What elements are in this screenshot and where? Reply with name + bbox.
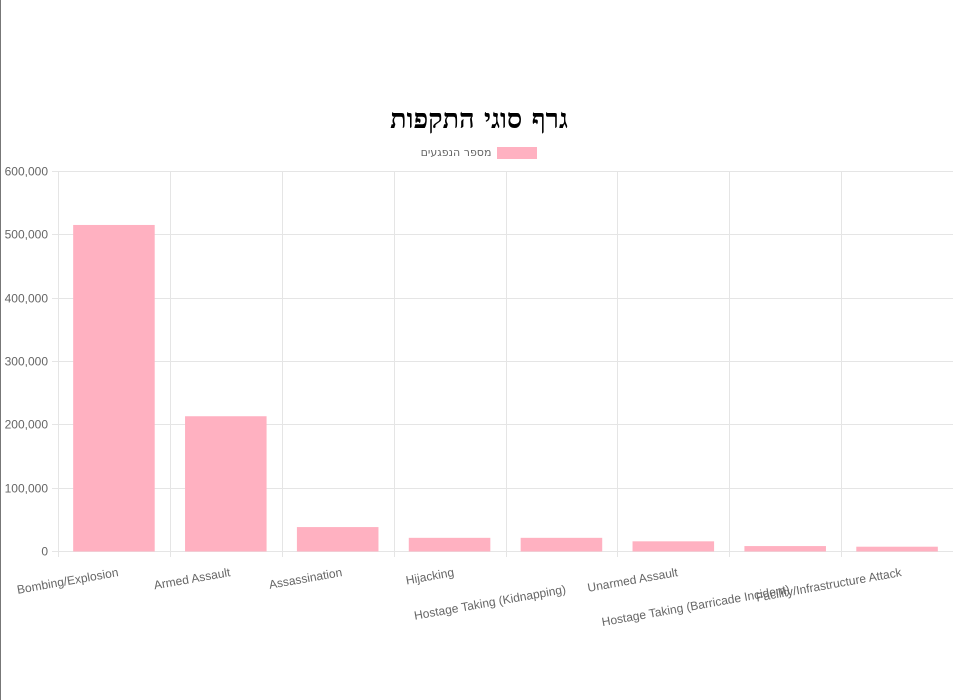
window-left-border — [0, 0, 1, 700]
bar[interactable] — [856, 546, 938, 552]
x-axis-ticks: Bombing/Explosion Armed Assault Assassinat… — [16, 565, 904, 629]
y-tick-label: 200,000 — [5, 418, 49, 432]
chart-legend[interactable]: מספר הנפגעים — [0, 146, 953, 159]
legend-label[interactable]: מספר הנפגעים — [420, 146, 492, 159]
bars — [73, 224, 938, 552]
y-axis-ticks: 0 100,000 200,000 300,000 400,000 500,000 600,… — [5, 165, 49, 559]
x-tick-label: Bombing/Explosion — [16, 565, 120, 597]
bar[interactable] — [73, 224, 155, 552]
y-tick-label: 500,000 — [5, 228, 49, 242]
bar[interactable] — [632, 541, 715, 552]
y-tick-label: 400,000 — [5, 292, 49, 306]
bar[interactable] — [744, 546, 826, 552]
x-tick-label: Hostage Taking (Kidnapping) — [413, 582, 567, 623]
bar[interactable] — [520, 537, 603, 552]
bar[interactable] — [296, 527, 379, 552]
x-tick-label: Armed Assault — [153, 565, 232, 592]
y-tick-label: 300,000 — [5, 355, 49, 369]
bar[interactable] — [408, 537, 491, 552]
y-tick-label: 0 — [41, 545, 48, 559]
x-tick-label: Assassination — [268, 565, 343, 592]
x-tick-label: Hijacking — [405, 565, 455, 587]
chart-title: גרף סוגי התקפות — [390, 104, 568, 135]
bar[interactable] — [185, 416, 267, 552]
y-tick-label: 600,000 — [5, 165, 49, 179]
legend-swatch[interactable] — [497, 146, 538, 159]
x-tick-label: Unarmed Assault — [586, 565, 679, 595]
y-tick-label: 100,000 — [5, 482, 49, 496]
